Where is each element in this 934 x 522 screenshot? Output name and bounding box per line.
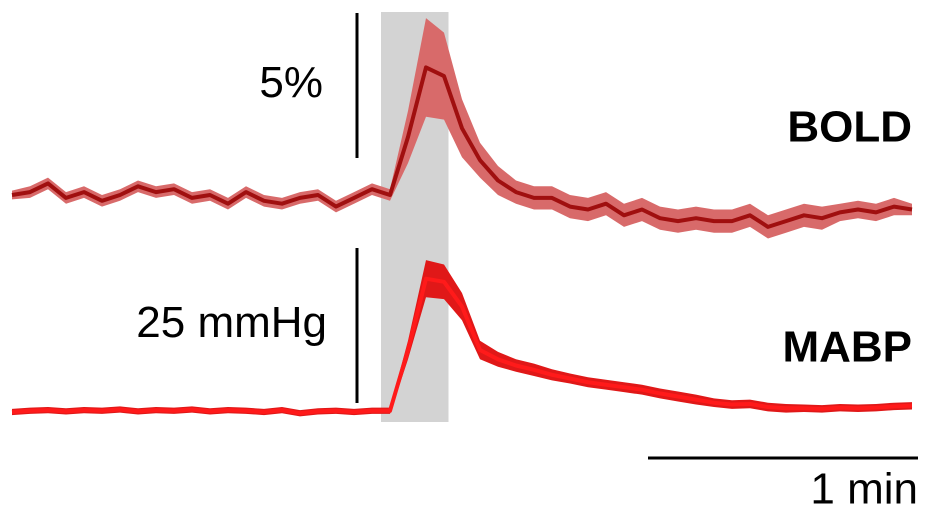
mean-line: [11, 65, 913, 229]
time-scale-label: 1 min: [810, 465, 918, 514]
scale-bar-label: 5%: [259, 58, 323, 107]
series-label: BOLD: [787, 103, 912, 152]
scale-bar-label: 25 mmHg: [136, 298, 327, 347]
series-label: MABP: [782, 323, 912, 372]
mean-line: [11, 276, 913, 416]
